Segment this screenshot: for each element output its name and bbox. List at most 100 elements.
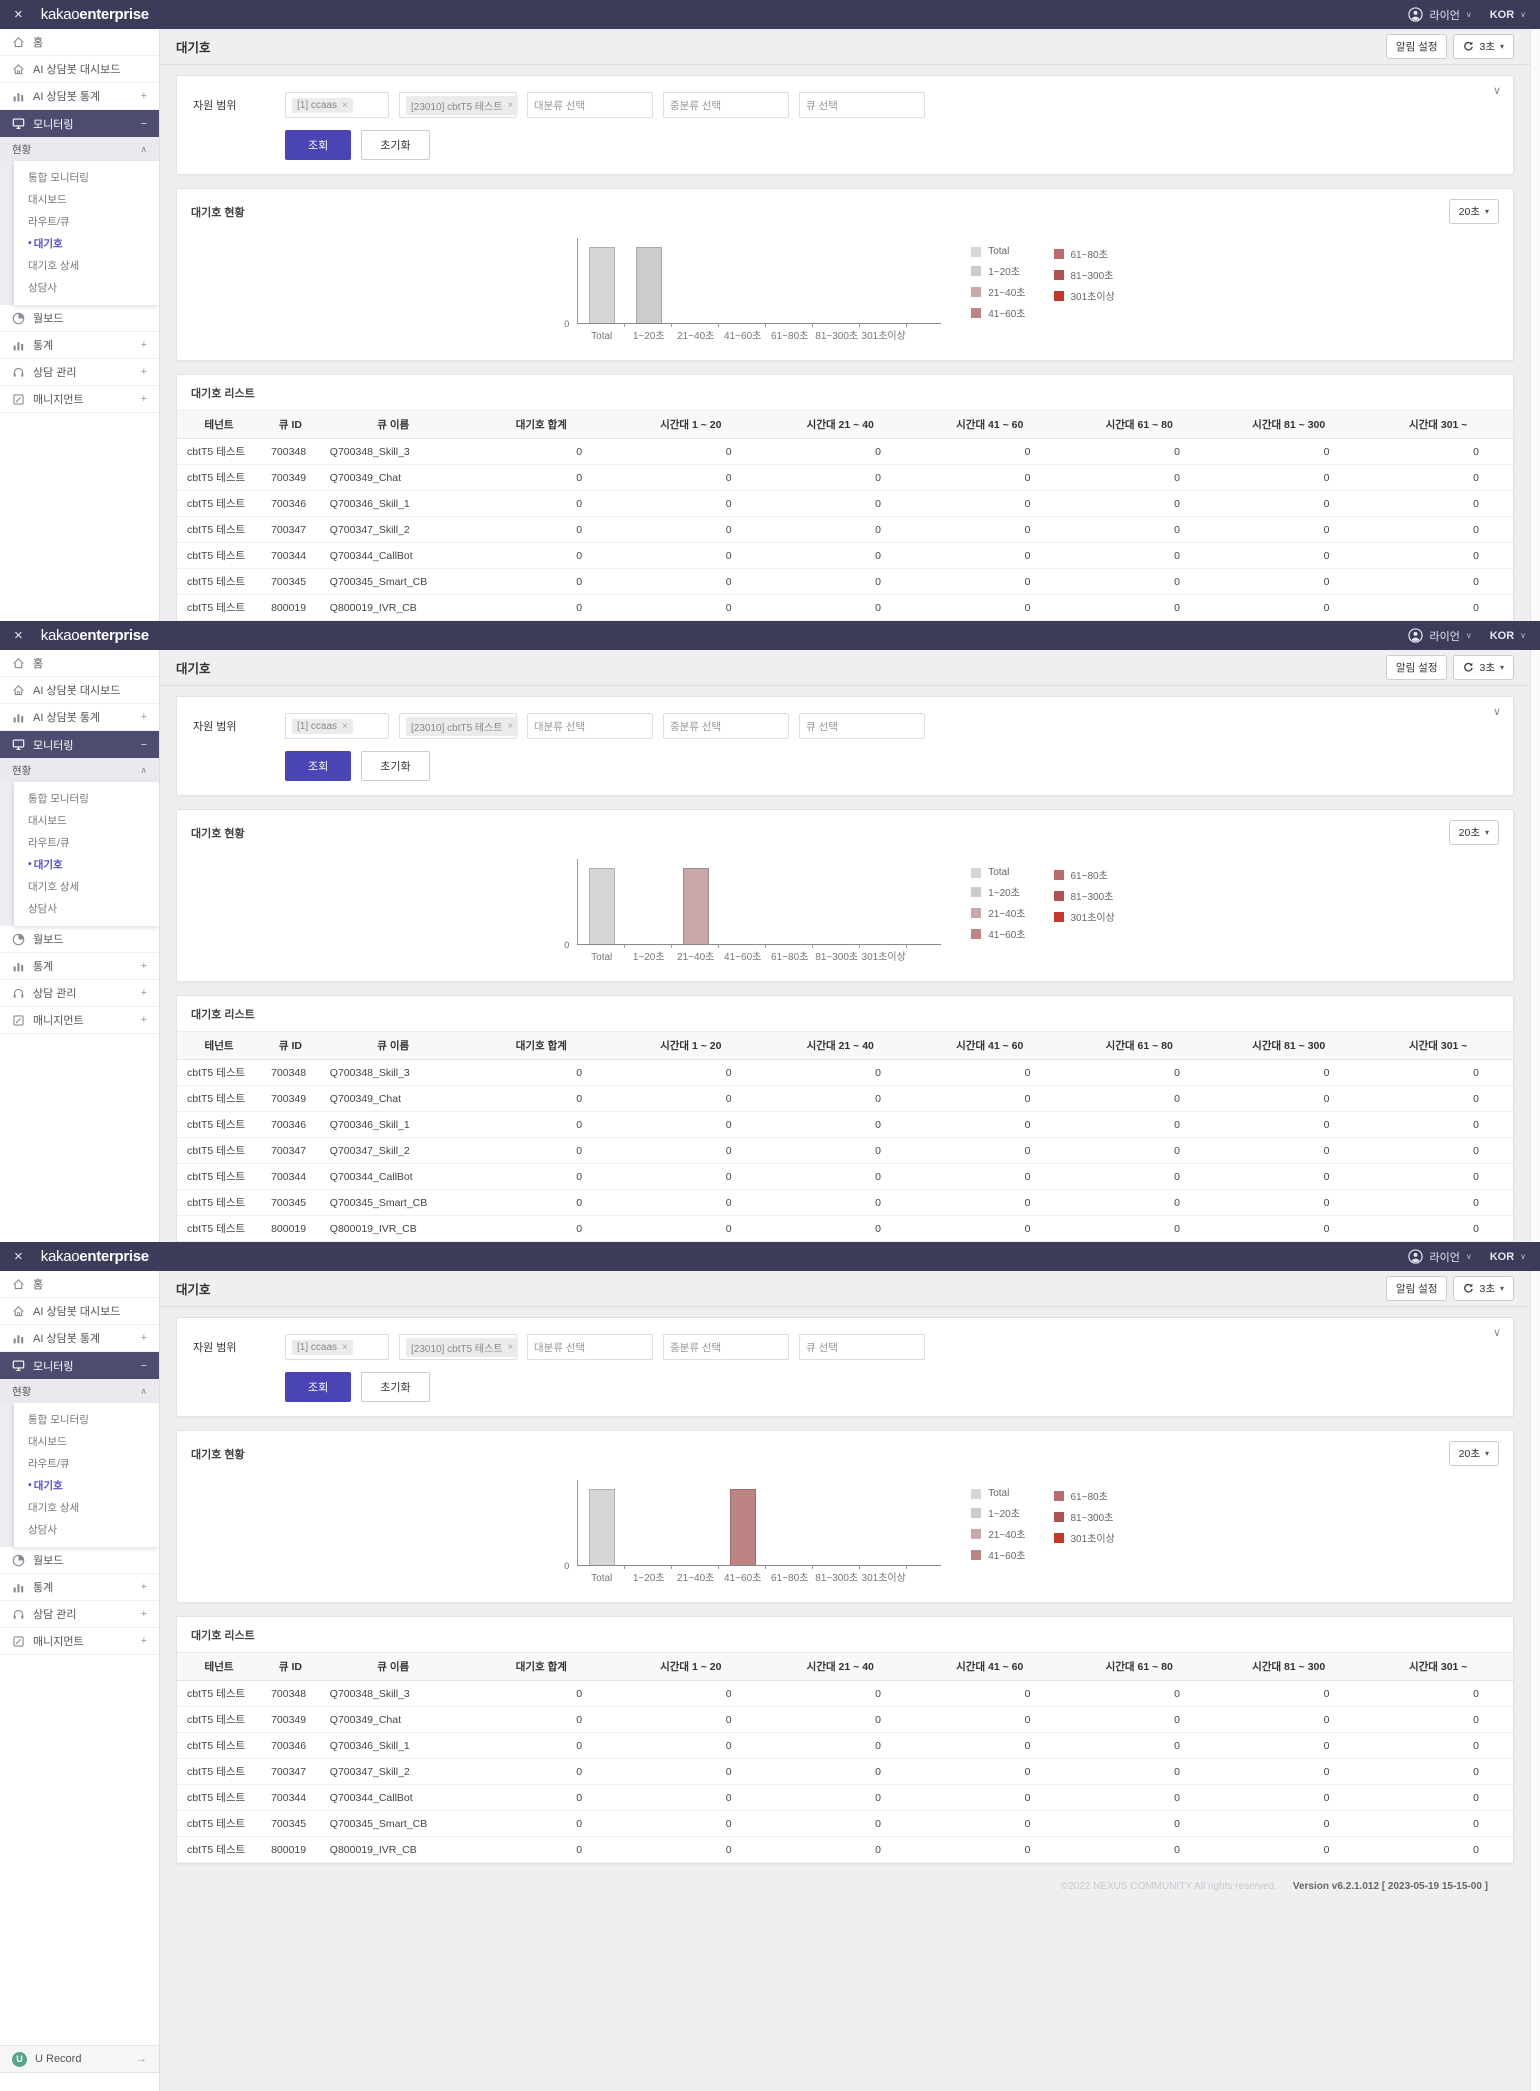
table-row[interactable]: cbtT5 테스트 700349 Q700349_Chat 0 0 0 0 0 0 0 — [177, 464, 1513, 491]
sidebar-item-u-record[interactable]: U U Record → — [0, 2045, 159, 2073]
table-row[interactable]: cbtT5 테스트 700349 Q700349_Chat 0 0 0 0 0 0 0 — [177, 1706, 1513, 1733]
chip-remove-icon[interactable]: × — [342, 1341, 348, 1353]
sidebar-subitem-queue-calls[interactable]: • 대기호 — [14, 853, 159, 875]
expand-plus-icon[interactable]: + — [140, 711, 147, 723]
major-category-select[interactable]: 대분류 선택 — [527, 92, 653, 118]
user-avatar-icon[interactable] — [1408, 1249, 1424, 1264]
table-row[interactable]: cbtT5 테스트 800019 Q800019_IVR_CB 0 0 0 0 0 0 0 — [177, 1836, 1513, 1863]
expand-plus-icon[interactable]: + — [140, 1581, 147, 1593]
sidebar-item-counsel-management[interactable]: 상담 관리 + — [0, 359, 159, 386]
chip-remove-icon[interactable]: × — [507, 1341, 514, 1353]
middle-category-select[interactable]: 중분류 선택 — [663, 713, 789, 739]
sidebar-item-ai-dashboard[interactable]: AI 상담봇 대시보드 — [0, 56, 159, 83]
sidebar-subitem-queue-calls-detail[interactable]: 대기호 상세 — [14, 1496, 159, 1518]
collapse-minus-icon[interactable]: − — [140, 738, 147, 751]
sidebar-subheader-status[interactable]: 현황 ∧ — [0, 758, 159, 782]
chip-remove-icon[interactable]: × — [342, 720, 348, 732]
sidebar-item-counsel-management[interactable]: 상담 관리 + — [0, 980, 159, 1007]
table-row[interactable]: cbtT5 테스트 800019 Q800019_IVR_CB 0 0 0 0 0 0 0 — [177, 1215, 1513, 1242]
sidebar-subitem-integrated-monitoring[interactable]: 통합 모니터링 — [14, 166, 159, 188]
user-menu-caret-icon[interactable]: ∨ — [1465, 10, 1472, 19]
chip-remove-icon[interactable]: × — [507, 99, 514, 111]
locale-caret-icon[interactable]: ∨ — [1520, 631, 1526, 640]
user-name[interactable]: 라이언 — [1429, 9, 1460, 22]
queue-select[interactable]: 큐 선택 — [799, 92, 925, 118]
arrow-right-icon[interactable]: → — [136, 2053, 147, 2065]
expand-plus-icon[interactable]: + — [140, 393, 147, 405]
table-row[interactable]: cbtT5 테스트 800019 Q800019_IVR_CB 0 0 0 0 0 0 0 — [177, 594, 1513, 621]
chart-interval-dropdown[interactable]: 20초 ▾ — [1448, 199, 1499, 224]
scrollbar-track[interactable] — [1530, 29, 1540, 621]
expand-plus-icon[interactable]: + — [140, 366, 147, 378]
table-row[interactable]: cbtT5 테스트 700345 Q700345_Smart_CB 0 0 0 0 0 0 0 — [177, 1189, 1513, 1216]
sidebar-item-monitoring[interactable]: 모니터링 − — [0, 110, 159, 137]
alert-settings-button[interactable]: 알림 설정 — [1385, 34, 1448, 59]
chip-remove-icon[interactable]: × — [342, 99, 348, 111]
sidebar-item-management[interactable]: 매니지먼트 + — [0, 1007, 159, 1034]
reset-button[interactable]: 초기화 — [361, 1372, 430, 1402]
reset-button[interactable]: 초기화 — [361, 130, 430, 160]
sidebar-item-home[interactable]: 홈 — [0, 650, 159, 677]
menu-close-icon[interactable]: × — [14, 6, 23, 23]
expand-plus-icon[interactable]: + — [140, 339, 147, 351]
table-row[interactable]: cbtT5 테스트 700344 Q700344_CallBot 0 0 0 0 0 0 0 — [177, 1784, 1513, 1811]
tenant-filter-input[interactable]: [1] ccaas × — [285, 713, 389, 739]
sidebar-item-ai-stats[interactable]: AI 상담봇 통계 + — [0, 1325, 159, 1352]
sidebar-subitem-integrated-monitoring[interactable]: 통합 모니터링 — [14, 1408, 159, 1430]
chevron-up-icon[interactable]: ∧ — [140, 764, 147, 775]
table-row[interactable]: cbtT5 테스트 700348 Q700348_Skill_3 0 0 0 0 0 0 0 — [177, 1680, 1513, 1707]
sidebar-item-wallboard[interactable]: 월보드 — [0, 305, 159, 332]
sidebar-item-management[interactable]: 매니지먼트 + — [0, 1628, 159, 1655]
table-row[interactable]: cbtT5 테스트 700345 Q700345_Smart_CB 0 0 0 0 0 0 0 — [177, 1810, 1513, 1837]
sidebar-subitem-integrated-monitoring[interactable]: 통합 모니터링 — [14, 787, 159, 809]
table-row[interactable]: cbtT5 테스트 700345 Q700345_Smart_CB 0 0 0 0 0 0 0 — [177, 568, 1513, 595]
sidebar-item-ai-dashboard[interactable]: AI 상담봇 대시보드 — [0, 677, 159, 704]
sidebar-item-ai-stats[interactable]: AI 상담봇 통계 + — [0, 83, 159, 110]
chevron-up-icon[interactable]: ∧ — [140, 143, 147, 154]
resource-filter-input[interactable]: [23010] cbtT5 테스트 × — [399, 92, 519, 118]
middle-category-select[interactable]: 중분류 선택 — [663, 1334, 789, 1360]
search-button[interactable]: 조회 — [285, 1372, 352, 1402]
user-menu-caret-icon[interactable]: ∨ — [1465, 1252, 1472, 1261]
sidebar-item-home[interactable]: 홈 — [0, 1271, 159, 1298]
sidebar-item-stats[interactable]: 통계 + — [0, 332, 159, 359]
resource-filter-input[interactable]: [23010] cbtT5 테스트 × — [399, 713, 519, 739]
sidebar-subitem-agents[interactable]: 상담사 — [14, 897, 159, 919]
sidebar-subitem-queue-calls-detail[interactable]: 대기호 상세 — [14, 875, 159, 897]
tenant-filter-input[interactable]: [1] ccaas × — [285, 92, 389, 118]
sidebar-item-management[interactable]: 매니지먼트 + — [0, 386, 159, 413]
collapse-minus-icon[interactable]: − — [140, 117, 147, 130]
locale-caret-icon[interactable]: ∨ — [1520, 1252, 1526, 1261]
sidebar-subitem-queue-calls[interactable]: • 대기호 — [14, 232, 159, 254]
alert-settings-button[interactable]: 알림 설정 — [1385, 1276, 1448, 1301]
chevron-up-icon[interactable]: ∧ — [140, 1385, 147, 1396]
sidebar-item-wallboard[interactable]: 월보드 — [0, 926, 159, 953]
chart-interval-dropdown[interactable]: 20초 ▾ — [1448, 1441, 1499, 1466]
queue-select[interactable]: 큐 선택 — [799, 713, 925, 739]
table-row[interactable]: cbtT5 테스트 700346 Q700346_Skill_1 0 0 0 0 0 0 0 — [177, 1111, 1513, 1138]
scrollbar-track[interactable] — [1530, 1271, 1540, 2091]
locale-selector[interactable]: KOR — [1489, 8, 1515, 21]
table-row[interactable]: cbtT5 테스트 700347 Q700347_Skill_2 0 0 0 0 0 0 0 — [177, 516, 1513, 543]
scrollbar-track[interactable] — [1530, 650, 1540, 1242]
sidebar-subitem-route-queue[interactable]: 라우트/큐 — [14, 210, 159, 232]
search-button[interactable]: 조회 — [285, 130, 352, 160]
table-row[interactable]: cbtT5 테스트 700346 Q700346_Skill_1 0 0 0 0 0 0 0 — [177, 490, 1513, 517]
locale-selector[interactable]: KOR — [1489, 629, 1515, 642]
sidebar-item-stats[interactable]: 통계 + — [0, 953, 159, 980]
chart-interval-dropdown[interactable]: 20초 ▾ — [1448, 820, 1499, 845]
collapse-minus-icon[interactable]: − — [140, 1359, 147, 1372]
table-row[interactable]: cbtT5 테스트 700349 Q700349_Chat 0 0 0 0 0 0 0 — [177, 1085, 1513, 1112]
sidebar-subitem-route-queue[interactable]: 라우트/큐 — [14, 831, 159, 853]
sidebar-item-stats[interactable]: 통계 + — [0, 1574, 159, 1601]
sidebar-subheader-status[interactable]: 현황 ∧ — [0, 137, 159, 161]
sidebar-item-monitoring[interactable]: 모니터링 − — [0, 731, 159, 758]
sidebar-item-wallboard[interactable]: 월보드 — [0, 1547, 159, 1574]
sidebar-subitem-queue-calls[interactable]: • 대기호 — [14, 1474, 159, 1496]
table-row[interactable]: cbtT5 테스트 700346 Q700346_Skill_1 0 0 0 0 0 0 0 — [177, 1732, 1513, 1759]
chip-remove-icon[interactable]: × — [507, 720, 514, 732]
sidebar-item-monitoring[interactable]: 모니터링 − — [0, 1352, 159, 1379]
filter-collapse-icon[interactable]: ∨ — [1492, 85, 1501, 97]
expand-plus-icon[interactable]: + — [140, 1332, 147, 1344]
queue-select[interactable]: 큐 선택 — [799, 1334, 925, 1360]
